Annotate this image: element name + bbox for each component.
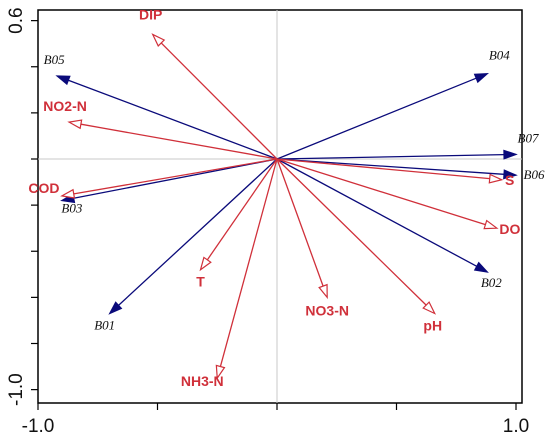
sample-arrow-b05-shaft	[68, 79, 278, 160]
env-arrow-dip-shaft	[160, 42, 278, 160]
sample-label-b01: B01	[94, 318, 115, 333]
env-arrow-ph-head	[422, 301, 437, 315]
plot-frame	[37, 9, 523, 404]
env-label-dip: DIP	[139, 6, 162, 22]
sample-label-b06: B06	[524, 167, 545, 182]
env-arrow-t-shaft	[206, 158, 278, 261]
env-label-no3-n: NO3-N	[305, 302, 349, 318]
env-label-ph: pH	[423, 318, 442, 334]
env-arrow-cod-head	[60, 188, 76, 199]
sample-arrow-b06-head	[503, 169, 518, 180]
sample-arrow-b02-head	[473, 261, 489, 273]
env-label-t: T	[196, 274, 205, 290]
sample-arrow-b05-head	[55, 75, 71, 86]
sample-arrow-b07-shaft	[276, 153, 505, 160]
env-arrow-no2-n-shaft	[80, 123, 278, 160]
env-label-s: S	[505, 172, 514, 188]
env-arrow-nh3-n-head	[215, 364, 226, 380]
sample-arrow-b01-shaft	[118, 158, 278, 306]
sample-arrow-b07-head	[503, 149, 518, 160]
sample-label-b05: B05	[44, 52, 65, 67]
env-arrow-t-head	[199, 256, 212, 272]
env-label-do: DO	[499, 221, 520, 237]
x-tick-label: -1.0	[22, 416, 55, 437]
sample-label-b02: B02	[481, 275, 502, 290]
sample-arrow-b06-shaft	[276, 158, 505, 175]
env-arrow-do-head	[483, 219, 499, 230]
env-arrow-dip-head	[151, 33, 166, 47]
env-arrow-ph-shaft	[276, 158, 427, 306]
env-label-nh3-n: NH3-N	[181, 373, 224, 389]
env-arrow-cod-shaft	[73, 158, 278, 195]
env-arrow-no3-n-shaft	[276, 158, 324, 287]
sample-arrow-b02-shaft	[276, 158, 478, 267]
sample-label-b07: B07	[518, 130, 539, 145]
sample-arrow-b04-shaft	[276, 77, 477, 160]
env-arrow-s-head	[488, 173, 504, 184]
sample-arrow-b01-head	[108, 301, 123, 315]
env-label-cod: COD	[28, 180, 59, 196]
env-arrow-s-shaft	[276, 158, 490, 180]
env-label-no2-n: NO2-N	[43, 98, 87, 114]
sample-label-b04: B04	[489, 48, 510, 63]
sample-label-b03: B03	[61, 201, 82, 216]
x-tick-label: 1.0	[503, 416, 529, 437]
sample-arrow-b03-shaft	[73, 158, 278, 199]
sample-arrow-b04-head	[473, 72, 490, 84]
y-tick-label: 0.6	[6, 7, 27, 33]
env-arrow-do-shaft	[276, 158, 486, 226]
y-tick-label: -1.0	[6, 373, 27, 406]
env-arrow-no3-n-head	[318, 283, 328, 300]
env-arrow-nh3-n-shaft	[219, 158, 278, 367]
env-arrow-no2-n-head	[67, 119, 83, 130]
